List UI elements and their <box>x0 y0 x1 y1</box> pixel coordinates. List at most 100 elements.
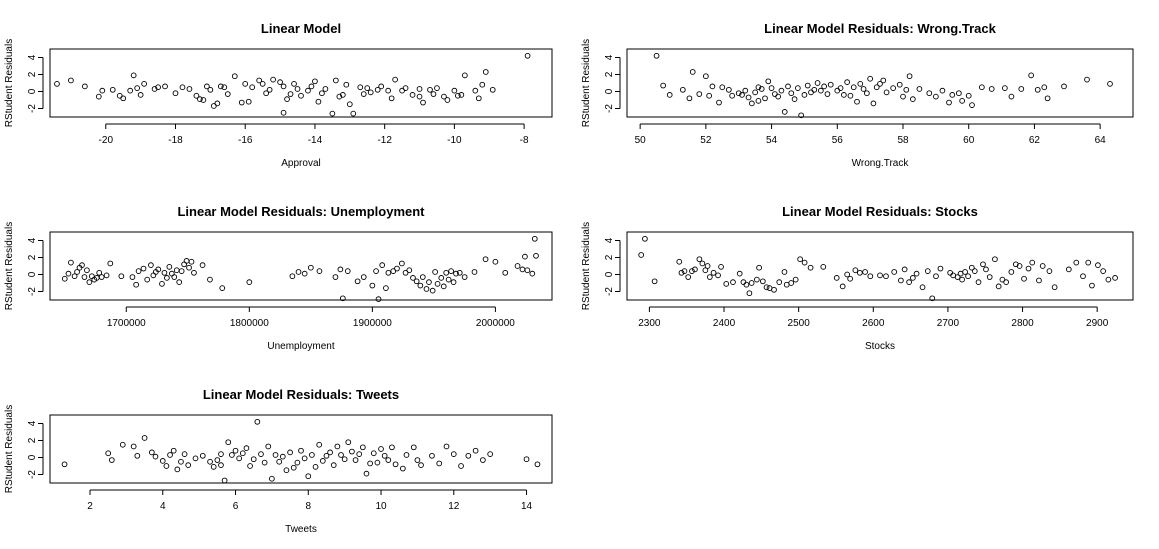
data-point <box>199 452 206 459</box>
data-point <box>833 275 840 281</box>
data-point <box>430 91 437 97</box>
data-point <box>818 87 824 94</box>
data-point <box>410 444 417 451</box>
data-point <box>755 97 762 104</box>
y-tick-label: -2 <box>27 104 38 113</box>
data-point <box>402 269 409 276</box>
data-point <box>427 86 433 93</box>
x-tick-label: 4 <box>160 501 166 512</box>
data-point <box>390 268 397 274</box>
data-point <box>385 269 392 276</box>
data-point <box>729 92 735 99</box>
data-point <box>327 449 333 456</box>
data-point <box>1028 72 1034 79</box>
data-point <box>524 267 531 274</box>
data-point <box>1084 76 1090 83</box>
data-point <box>702 267 709 274</box>
data-point <box>161 269 168 276</box>
data-point <box>686 95 693 102</box>
data-point <box>883 273 889 280</box>
data-point <box>743 281 750 288</box>
y-axis-label: RStudent Residuals <box>581 222 592 310</box>
data-point <box>999 276 1006 283</box>
data-point <box>337 266 344 273</box>
data-point <box>197 96 203 103</box>
data-point <box>120 95 127 102</box>
data-point <box>775 93 781 100</box>
data-point <box>359 444 366 451</box>
data-point <box>1095 262 1101 269</box>
data-point <box>95 93 102 100</box>
data-point <box>276 458 283 465</box>
data-point <box>346 101 353 108</box>
data-point <box>379 262 386 269</box>
data-point <box>109 86 116 93</box>
data-point <box>186 86 193 92</box>
data-point <box>811 86 818 93</box>
data-point <box>224 91 231 97</box>
data-point <box>426 279 432 286</box>
chart-title: Linear Model Residuals: Stocks <box>782 204 978 219</box>
data-point <box>448 268 454 274</box>
data-point <box>319 458 326 464</box>
data-point <box>834 87 841 94</box>
data-point <box>739 92 745 98</box>
data-point <box>309 452 315 458</box>
data-point <box>188 258 195 265</box>
data-point <box>740 279 747 286</box>
data-point <box>419 274 426 280</box>
data-point <box>438 275 445 281</box>
data-point <box>801 92 808 98</box>
data-point <box>692 266 698 273</box>
y-tick-label: 4 <box>27 237 38 243</box>
data-point <box>403 452 410 458</box>
data-point <box>279 453 286 460</box>
x-tick-label: 10 <box>375 501 387 512</box>
y-tick-label: 0 <box>27 271 38 277</box>
data-point <box>322 86 329 92</box>
data-point <box>261 459 268 466</box>
data-point <box>1051 284 1058 291</box>
data-point <box>283 467 290 474</box>
data-point <box>797 256 803 263</box>
data-point <box>68 259 74 266</box>
data-point <box>742 87 749 94</box>
x-tick-label: 2700 <box>937 318 960 329</box>
data-point <box>458 463 464 469</box>
data-point <box>1008 93 1015 100</box>
data-point <box>933 93 939 100</box>
data-point <box>152 453 159 460</box>
data-point <box>119 441 126 448</box>
data-point <box>381 452 388 459</box>
data-point <box>295 269 302 275</box>
data-point <box>305 87 311 94</box>
data-point <box>850 84 857 91</box>
data-point <box>847 92 854 99</box>
data-point <box>954 274 961 280</box>
data-point <box>860 86 867 92</box>
data-point <box>992 256 998 263</box>
data-point <box>776 279 783 286</box>
x-axis-label: Wrong.Track <box>852 158 910 169</box>
data-point <box>807 264 814 271</box>
data-point <box>406 267 413 274</box>
data-point <box>232 447 239 454</box>
data-point <box>971 268 978 274</box>
data-point <box>159 458 166 464</box>
data-point <box>839 283 846 290</box>
data-point <box>749 100 755 107</box>
data-point <box>534 461 541 468</box>
data-point <box>1044 95 1051 102</box>
data-point <box>975 279 982 286</box>
data-point <box>168 270 175 277</box>
data-point <box>287 91 294 97</box>
data-point <box>174 466 181 473</box>
data-point <box>130 443 137 450</box>
data-point <box>254 418 261 425</box>
y-axis-label: RStudent Residuals <box>4 39 15 127</box>
data-point <box>844 79 850 86</box>
data-point <box>781 269 788 275</box>
data-point <box>193 92 200 99</box>
data-point <box>191 269 197 276</box>
data-point <box>995 283 1002 290</box>
